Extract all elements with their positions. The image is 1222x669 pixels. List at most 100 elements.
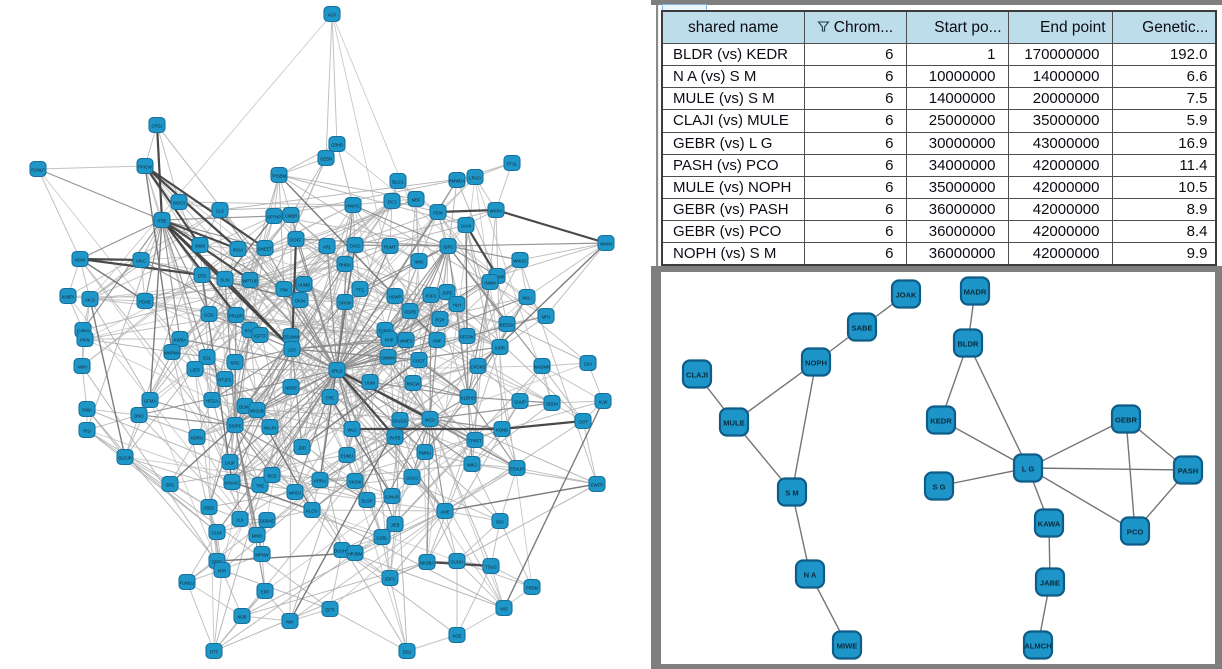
svg-text:SABE: SABE [851,324,872,333]
svg-text:KLBHO: KLBHO [461,396,476,401]
svg-text:IWK: IWK [286,620,294,625]
svg-text:AWF: AWF [432,339,442,344]
svg-text:EWFR: EWFR [591,483,603,488]
svg-text:OKIN: OKIN [295,299,305,304]
svg-text:N A: N A [804,571,817,580]
svg-text:KWBA: KWBA [174,338,187,343]
svg-text:WPTUP: WPTUP [242,279,257,284]
svg-text:UAHI: UAHI [461,224,471,229]
svg-text:WWJG: WWJG [513,259,526,264]
svg-text:IROA: IROA [233,248,243,253]
svg-text:HRJBM: HRJBM [348,552,363,557]
svg-text:ITBE: ITBE [157,219,167,224]
svg-text:RSGW: RSGW [406,382,419,387]
svg-text:DLSP: DLSP [362,499,373,504]
svg-text:FICJ: FICJ [388,200,397,205]
svg-text:NHP: NHP [385,338,394,343]
svg-text:ALMCH: ALMCH [1024,642,1051,651]
svg-text:EKU: EKU [403,650,412,655]
svg-text:SKSW: SKSW [349,480,361,485]
svg-text:BGI: BGI [496,520,503,525]
svg-text:L G: L G [1022,465,1035,474]
svg-text:CLS: CLS [216,209,224,214]
svg-text:WMES: WMES [399,339,412,344]
svg-text:WAJN: WAJN [264,426,276,431]
svg-text:CEUNW: CEUNW [283,335,299,340]
svg-text:OOT: OOT [578,420,588,425]
svg-text:PGR: PGR [435,318,444,323]
svg-text:MGO: MGO [425,418,436,423]
svg-text:MULE: MULE [723,419,745,428]
svg-text:JJO: JJO [288,348,296,353]
svg-text:SRLD: SRLD [331,369,342,374]
svg-text:GUGIR: GUGIR [118,456,132,461]
svg-text:CLKF: CLKF [212,531,223,536]
svg-text:TSUG: TSUG [485,565,497,570]
svg-text:FPE: FPE [326,396,334,401]
svg-text:MADR: MADR [964,288,987,297]
svg-text:TTG: TTG [356,288,364,293]
svg-text:HSWP: HSWP [389,295,402,300]
svg-text:DLWB: DLWB [239,405,251,410]
svg-text:RTJFC: RTJFC [218,378,231,383]
svg-text:GBHB: GBHB [331,143,343,148]
svg-text:SLNI: SLNI [220,278,229,283]
svg-text:GFMA: GFMA [144,399,156,404]
svg-text:S M: S M [785,489,799,498]
svg-text:PTSL: PTSL [507,162,518,167]
svg-text:INMM: INMM [484,281,496,286]
svg-text:EENUR: EENUR [510,467,525,472]
svg-text:PARB: PARB [389,436,400,441]
svg-text:DIUGG: DIUGG [393,419,407,424]
svg-text:SWMM: SWMM [381,356,395,361]
svg-text:HWHG: HWHG [346,204,359,209]
svg-text:BLGIL: BLGIL [392,180,405,185]
svg-text:UIKC: UIKC [136,259,146,264]
svg-text:WISUB: WISUB [250,409,264,414]
svg-text:MRJ: MRJ [542,315,551,320]
svg-text:JDPC: JDPC [443,245,454,250]
svg-text:KDNB: KDNB [496,428,508,433]
svg-text:PPICW: PPICW [138,165,152,170]
svg-text:KAWA: KAWA [1038,520,1061,529]
svg-text:AME: AME [440,510,449,515]
svg-text:FLMLF: FLMLF [31,168,45,173]
svg-text:DNEET: DNEET [258,247,273,252]
svg-text:ODPB: ODPB [404,310,416,315]
svg-text:RMNU: RMNU [419,451,432,456]
svg-text:GGUJ: GGUJ [406,476,418,481]
svg-text:BIOOI: BIOOI [173,201,185,206]
svg-text:FUMLU: FUMLU [180,581,194,586]
svg-text:JLK: JLK [236,518,243,523]
svg-text:RHBU: RHBU [339,263,351,268]
svg-text:WNRA: WNRA [490,209,503,214]
svg-text:PCO: PCO [1127,528,1144,537]
svg-text:CPOKD: CPOKD [471,365,486,370]
svg-text:TPE: TPE [256,484,264,489]
svg-text:NKLI: NKLI [522,296,531,301]
svg-text:IWKI: IWKI [414,260,423,265]
svg-text:GSBL: GSBL [376,536,388,541]
svg-text:RIU: RIU [83,429,90,434]
svg-text:PRLBR: PRLBR [229,314,243,319]
svg-text:FRDM: FRDM [526,586,539,591]
svg-text:ARL: ARL [323,245,332,250]
svg-text:MNPMA: MNPMA [164,351,180,356]
svg-text:DNO: DNO [134,414,144,419]
svg-text:SJNAR: SJNAR [385,495,399,500]
svg-text:PKW: PKW [80,338,90,343]
svg-text:MIWE: MIWE [837,642,858,651]
svg-text:KHAAC: KHAAC [225,481,239,486]
svg-text:SPTHP: SPTHP [267,215,281,220]
svg-text:WADMN: WADMN [534,365,550,370]
svg-text:THSBM: THSBM [272,174,287,179]
svg-text:NKSBA: NKSBA [420,561,434,566]
svg-text:DDBAE: DDBAE [260,519,275,524]
svg-text:AWH: AWH [77,365,87,370]
svg-text:KLOU: KLOU [306,509,317,514]
svg-text:JIEB: JIEB [391,523,400,528]
svg-text:SGL: SGL [203,356,212,361]
svg-text:CMBR: CMBR [285,214,297,219]
svg-text:MPNW: MPNW [255,553,268,558]
svg-text:PFCPK: PFCPK [460,335,474,340]
